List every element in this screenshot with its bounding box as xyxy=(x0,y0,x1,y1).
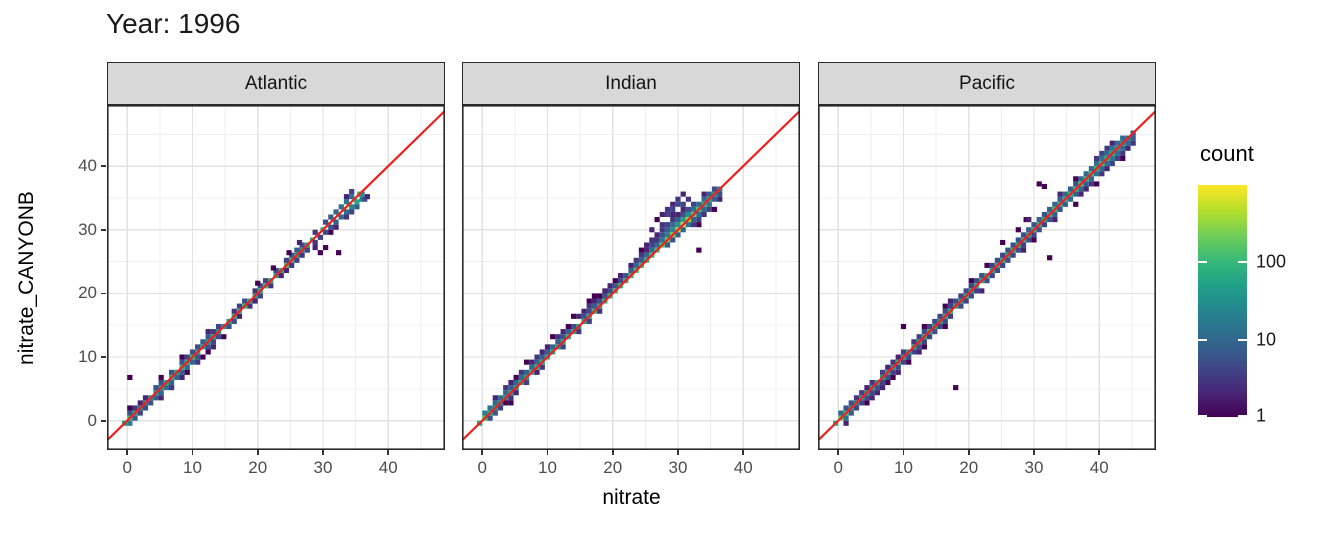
facet-strip-atlantic: Atlantic xyxy=(107,62,445,105)
colorbar-tick-mark xyxy=(1198,261,1207,264)
colorbar-tick-mark xyxy=(1198,338,1207,341)
x-tick-label: 10 xyxy=(894,458,913,477)
facet-panel-pacific xyxy=(817,105,1157,455)
panel-canvas xyxy=(106,105,446,450)
identity-line xyxy=(106,109,446,442)
x-tick-label: 40 xyxy=(378,458,398,477)
x-tick-label: 30 xyxy=(313,458,333,477)
panel-border xyxy=(462,105,800,450)
y-tick-mark xyxy=(101,292,106,295)
y-tick-mark xyxy=(101,356,106,358)
y-tick-mark xyxy=(101,419,106,422)
facet-strip-label: Pacific xyxy=(959,72,1015,94)
colorbar-tick-mark xyxy=(1238,261,1247,264)
x-tick-label: 20 xyxy=(959,458,979,477)
x-axis-title: nitrate xyxy=(602,486,661,509)
x-tick-label: 0 xyxy=(477,458,487,477)
panel-canvas xyxy=(461,105,801,450)
identity-line xyxy=(461,109,801,442)
x-tick-label: 0 xyxy=(122,458,132,477)
y-tick-mark xyxy=(101,165,106,167)
x-tick-label: 40 xyxy=(733,458,753,477)
x-tick-label: 0 xyxy=(833,458,843,477)
y-tick-label: 20 xyxy=(78,283,97,303)
legend-tick-label: 100 xyxy=(1256,251,1287,272)
y-tick-label: 30 xyxy=(78,219,97,239)
legend-tick-label: 1 xyxy=(1256,405,1267,426)
colorbar-tick-mark xyxy=(1238,338,1247,341)
colorbar-tick-mark xyxy=(1238,415,1247,417)
y-tick-mark xyxy=(101,228,106,231)
panel-border xyxy=(818,105,1156,450)
identity-line xyxy=(817,109,1157,442)
facet-strip-indian: Indian xyxy=(462,62,800,105)
plot-title: Year: 1996 xyxy=(106,8,241,39)
legend-tick-label: 10 xyxy=(1256,329,1277,350)
x-tick-label: 20 xyxy=(603,458,623,477)
minor-gridlines xyxy=(462,105,800,450)
facet-panel-atlantic xyxy=(106,105,446,455)
major-gridlines xyxy=(462,105,800,450)
x-tick-label: 10 xyxy=(538,458,557,477)
x-tick-label: 40 xyxy=(1089,458,1109,477)
legend-colorbar xyxy=(1198,185,1247,417)
legend-title: count xyxy=(1200,141,1254,166)
x-tick-label: 30 xyxy=(668,458,688,477)
y-tick-label: 0 xyxy=(87,410,97,430)
x-tick-label: 30 xyxy=(1024,458,1044,477)
panel-canvas xyxy=(817,105,1157,450)
y-axis-title: nitrate_CANYONB xyxy=(15,191,38,365)
x-tick-label: 20 xyxy=(248,458,268,477)
facet-panel-indian xyxy=(461,105,801,455)
facet-strip-pacific: Pacific xyxy=(818,62,1156,105)
y-tick-label: 40 xyxy=(78,156,97,176)
x-tick-label: 10 xyxy=(183,458,202,477)
facet-strip-label: Atlantic xyxy=(244,72,308,94)
y-tick-label: 10 xyxy=(78,347,97,367)
panel-border xyxy=(107,105,445,450)
colorbar-tick-mark xyxy=(1198,415,1207,417)
facet-strip-label: Indian xyxy=(605,72,657,94)
